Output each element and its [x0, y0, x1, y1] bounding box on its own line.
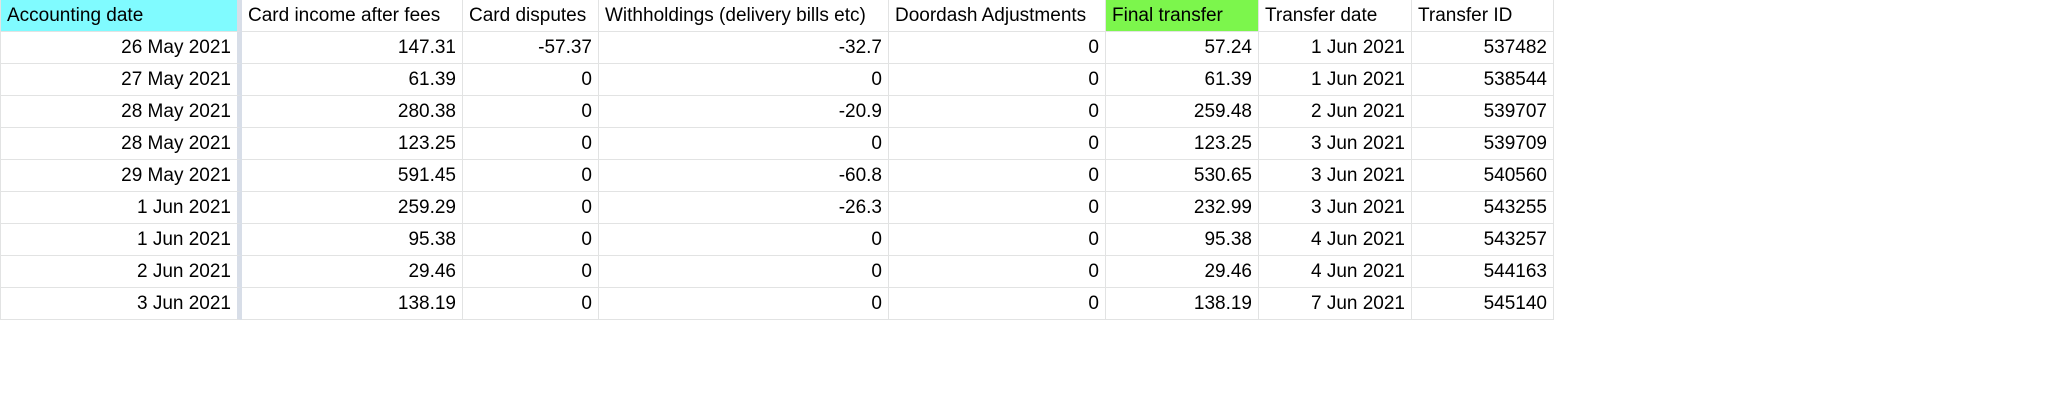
cell-doordash-adjustments[interactable]: 0 — [889, 256, 1106, 288]
cell-card-income[interactable]: 591.45 — [242, 160, 463, 192]
cell-withholdings[interactable]: -32.7 — [599, 32, 889, 64]
cell-final-transfer[interactable]: 95.38 — [1106, 224, 1259, 256]
table-row: 1 Jun 2021 95.38 0 0 0 95.38 4 Jun 2021 543257 — [0, 224, 2068, 256]
cell-transfer-date[interactable]: 7 Jun 2021 — [1259, 288, 1412, 320]
header-final-transfer[interactable]: Final transfer — [1106, 0, 1259, 32]
table-row: 27 May 2021 61.39 0 0 0 61.39 1 Jun 2021 538544 — [0, 64, 2068, 96]
cell-accounting-date[interactable]: 28 May 2021 — [0, 96, 242, 128]
table-row: 3 Jun 2021 138.19 0 0 0 138.19 7 Jun 2021 54514… — [0, 288, 2068, 320]
cell-transfer-id[interactable]: 545140 — [1412, 288, 1554, 320]
cell-accounting-date[interactable]: 1 Jun 2021 — [0, 224, 242, 256]
header-card-disputes[interactable]: Card disputes — [463, 0, 599, 32]
cell-final-transfer[interactable]: 232.99 — [1106, 192, 1259, 224]
cell-card-disputes[interactable]: 0 — [463, 160, 599, 192]
cell-accounting-date[interactable]: 1 Jun 2021 — [0, 192, 242, 224]
cell-doordash-adjustments[interactable]: 0 — [889, 288, 1106, 320]
header-doordash-adjustments[interactable]: Doordash Adjustments — [889, 0, 1106, 32]
cell-transfer-date[interactable]: 3 Jun 2021 — [1259, 128, 1412, 160]
cell-card-income[interactable]: 61.39 — [242, 64, 463, 96]
cell-final-transfer[interactable]: 123.25 — [1106, 128, 1259, 160]
cell-transfer-date[interactable]: 2 Jun 2021 — [1259, 96, 1412, 128]
cell-doordash-adjustments[interactable]: 0 — [889, 128, 1106, 160]
cell-card-disputes[interactable]: 0 — [463, 128, 599, 160]
cell-transfer-id[interactable]: 540560 — [1412, 160, 1554, 192]
cell-transfer-id[interactable]: 543255 — [1412, 192, 1554, 224]
cell-withholdings[interactable]: 0 — [599, 128, 889, 160]
table-row: 2 Jun 2021 29.46 0 0 0 29.46 4 Jun 2021 544163 — [0, 256, 2068, 288]
header-card-income[interactable]: Card income after fees — [242, 0, 463, 32]
cell-card-income[interactable]: 95.38 — [242, 224, 463, 256]
cell-withholdings[interactable]: 0 — [599, 288, 889, 320]
cell-transfer-id[interactable]: 544163 — [1412, 256, 1554, 288]
cell-doordash-adjustments[interactable]: 0 — [889, 64, 1106, 96]
table-row: 28 May 2021 280.38 0 -20.9 0 259.48 2 Jun 2021… — [0, 96, 2068, 128]
cell-card-income[interactable]: 280.38 — [242, 96, 463, 128]
cell-card-income[interactable]: 259.29 — [242, 192, 463, 224]
cell-card-disputes[interactable]: 0 — [463, 288, 599, 320]
cell-accounting-date[interactable]: 2 Jun 2021 — [0, 256, 242, 288]
cell-accounting-date[interactable]: 26 May 2021 — [0, 32, 242, 64]
cell-accounting-date[interactable]: 3 Jun 2021 — [0, 288, 242, 320]
cell-transfer-id[interactable]: 539707 — [1412, 96, 1554, 128]
cell-transfer-date[interactable]: 1 Jun 2021 — [1259, 64, 1412, 96]
cell-card-disputes[interactable]: 0 — [463, 96, 599, 128]
cell-transfer-date[interactable]: 3 Jun 2021 — [1259, 192, 1412, 224]
cell-transfer-date[interactable]: 4 Jun 2021 — [1259, 224, 1412, 256]
cell-doordash-adjustments[interactable]: 0 — [889, 192, 1106, 224]
table-row: 1 Jun 2021 259.29 0 -26.3 0 232.99 3 Jun 2021 5… — [0, 192, 2068, 224]
cell-transfer-date[interactable]: 4 Jun 2021 — [1259, 256, 1412, 288]
header-withholdings[interactable]: Withholdings (delivery bills etc) — [599, 0, 889, 32]
cell-withholdings[interactable]: -20.9 — [599, 96, 889, 128]
cell-final-transfer[interactable]: 138.19 — [1106, 288, 1259, 320]
cell-final-transfer[interactable]: 61.39 — [1106, 64, 1259, 96]
header-transfer-date[interactable]: Transfer date — [1259, 0, 1412, 32]
cell-card-disputes[interactable]: 0 — [463, 192, 599, 224]
cell-card-disputes[interactable]: 0 — [463, 64, 599, 96]
cell-accounting-date[interactable]: 27 May 2021 — [0, 64, 242, 96]
cell-card-income[interactable]: 147.31 — [242, 32, 463, 64]
cell-transfer-id[interactable]: 539709 — [1412, 128, 1554, 160]
cell-transfer-id[interactable]: 538544 — [1412, 64, 1554, 96]
cell-card-disputes[interactable]: 0 — [463, 224, 599, 256]
table-row: 26 May 2021 147.31 -57.37 -32.7 0 57.24 1 Jun … — [0, 32, 2068, 64]
cell-withholdings[interactable]: 0 — [599, 224, 889, 256]
cell-final-transfer[interactable]: 29.46 — [1106, 256, 1259, 288]
cell-accounting-date[interactable]: 29 May 2021 — [0, 160, 242, 192]
header-transfer-id[interactable]: Transfer ID — [1412, 0, 1554, 32]
cell-final-transfer[interactable]: 259.48 — [1106, 96, 1259, 128]
cell-card-income[interactable]: 123.25 — [242, 128, 463, 160]
cell-final-transfer[interactable]: 530.65 — [1106, 160, 1259, 192]
cell-doordash-adjustments[interactable]: 0 — [889, 96, 1106, 128]
cell-withholdings[interactable]: -26.3 — [599, 192, 889, 224]
cell-doordash-adjustments[interactable]: 0 — [889, 160, 1106, 192]
table-row: 28 May 2021 123.25 0 0 0 123.25 3 Jun 2021 5397… — [0, 128, 2068, 160]
header-row: Accounting date Card income after fees C… — [0, 0, 2068, 32]
cell-withholdings[interactable]: 0 — [599, 256, 889, 288]
cell-transfer-date[interactable]: 1 Jun 2021 — [1259, 32, 1412, 64]
cell-transfer-id[interactable]: 537482 — [1412, 32, 1554, 64]
cell-withholdings[interactable]: 0 — [599, 64, 889, 96]
cell-card-income[interactable]: 29.46 — [242, 256, 463, 288]
cell-withholdings[interactable]: -60.8 — [599, 160, 889, 192]
table-row: 29 May 2021 591.45 0 -60.8 0 530.65 3 Jun 2021… — [0, 160, 2068, 192]
cell-final-transfer[interactable]: 57.24 — [1106, 32, 1259, 64]
cell-transfer-date[interactable]: 3 Jun 2021 — [1259, 160, 1412, 192]
cell-doordash-adjustments[interactable]: 0 — [889, 224, 1106, 256]
cell-accounting-date[interactable]: 28 May 2021 — [0, 128, 242, 160]
cell-card-disputes[interactable]: -57.37 — [463, 32, 599, 64]
header-accounting-date[interactable]: Accounting date — [0, 0, 242, 32]
cell-transfer-id[interactable]: 543257 — [1412, 224, 1554, 256]
cell-card-income[interactable]: 138.19 — [242, 288, 463, 320]
cell-card-disputes[interactable]: 0 — [463, 256, 599, 288]
cell-doordash-adjustments[interactable]: 0 — [889, 32, 1106, 64]
spreadsheet-grid: Accounting date Card income after fees C… — [0, 0, 2068, 320]
